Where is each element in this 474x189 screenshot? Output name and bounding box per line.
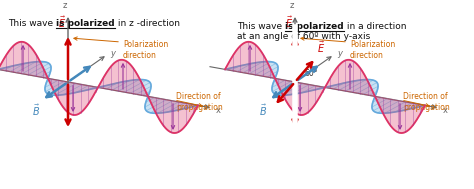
Text: $\vec{E}$: $\vec{E}$ [317,40,325,55]
Text: Direction of
propagation: Direction of propagation [403,92,450,112]
Polygon shape [0,42,198,133]
Text: $\vec{E}$: $\vec{E}$ [285,15,293,30]
Text: $\vec{E}$: $\vec{E}$ [58,15,66,30]
Text: in z -direction: in z -direction [115,19,180,28]
Text: is polarized: is polarized [285,22,344,31]
Text: This wave: This wave [8,19,56,28]
Text: in a direction: in a direction [344,22,406,31]
Text: Polarization
direction: Polarization direction [123,40,168,60]
Text: y: y [337,49,342,58]
Text: Polarization
direction: Polarization direction [350,40,395,60]
Polygon shape [225,42,425,133]
Text: z: z [63,1,67,10]
Text: x: x [216,106,221,115]
Text: 60°: 60° [305,70,319,78]
Text: is polarized: is polarized [56,19,115,28]
Text: $\vec{B}$: $\vec{B}$ [259,102,267,118]
Text: $\vec{B}$: $\vec{B}$ [32,102,40,118]
Text: This wave: This wave [237,22,285,31]
Text: y: y [110,49,115,58]
Text: x: x [443,106,448,115]
Polygon shape [225,62,425,113]
Polygon shape [0,62,198,113]
Text: Direction of
propagation: Direction of propagation [176,92,223,112]
Text: z: z [290,1,294,10]
Text: at an angle of 60º with y-axis: at an angle of 60º with y-axis [237,32,370,41]
